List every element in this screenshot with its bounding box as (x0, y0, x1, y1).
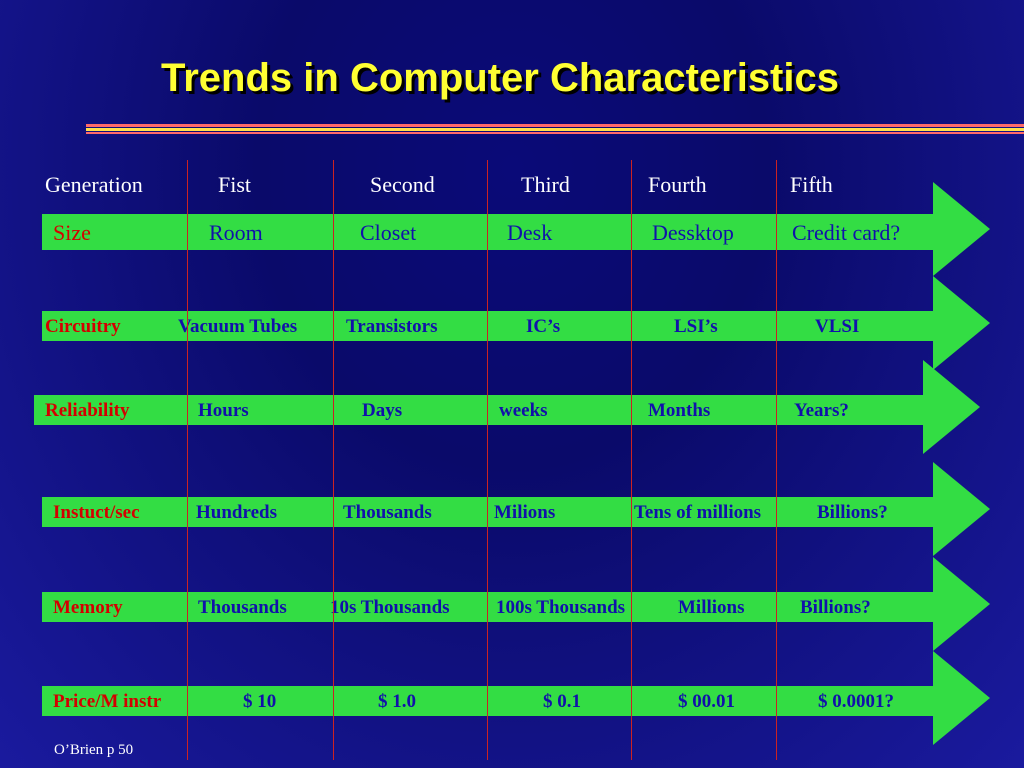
cell-memory-third: 100s Thousands (496, 597, 626, 618)
generation-header-row: Generation Fist Second Third Fourth Fift… (0, 172, 1024, 202)
arrow-instructions (933, 462, 990, 556)
cell-memory-second: 10s Thousands (330, 597, 450, 618)
cell-price-fifth: $ 0.0001? (818, 691, 894, 712)
arrow-memory (933, 557, 990, 651)
column-divider-2 (333, 160, 334, 760)
column-divider-5 (776, 160, 777, 760)
column-divider-3 (487, 160, 488, 760)
cell-price-first: $ 10 (243, 691, 277, 712)
source-citation: O’Brien p 50 (54, 742, 134, 758)
cell-size-first: Room (209, 220, 263, 245)
row-circuitry: Circuitry Vacuum Tubes Transistors IC’s … (0, 312, 1024, 342)
row-label-circuitry: Circuitry (45, 316, 121, 337)
title-underline-middle (86, 128, 1024, 131)
cell-price-third: $ 0.1 (543, 691, 581, 712)
cell-reliability-second: Days (362, 400, 403, 421)
cell-price-second: $ 1.0 (378, 691, 416, 712)
cell-circuitry-fifth: VLSI (815, 316, 860, 337)
cell-size-second: Closet (360, 220, 417, 245)
row-size: Size Room Closet Desk Dessktop Credit ca… (0, 218, 1024, 248)
cell-size-third: Desk (507, 220, 553, 245)
cell-memory-fourth: Millions (678, 597, 745, 618)
cell-reliability-third: weeks (499, 400, 548, 421)
row-reliability: Reliability Hours Days weeks Months Year… (0, 396, 1024, 426)
cell-circuitry-fourth: LSI’s (674, 316, 718, 337)
header-second: Second (370, 172, 435, 197)
column-divider-4 (631, 160, 632, 760)
slide-title: Trends in Computer Characteristics (161, 56, 839, 100)
cell-reliability-fourth: Months (648, 400, 711, 421)
arrow-reliability (923, 360, 980, 454)
cell-circuitry-third: IC’s (526, 316, 561, 337)
header-generation: Generation (45, 172, 143, 197)
arrow-circuitry (933, 276, 990, 370)
row-label-instructions: Instuct/sec (53, 502, 140, 523)
header-fifth: Fifth (790, 172, 833, 197)
cell-instructions-first: Hundreds (196, 502, 277, 523)
title-underline-top (86, 124, 1024, 127)
cell-circuitry-second: Transistors (346, 316, 438, 337)
cell-size-fifth: Credit card? (792, 220, 901, 245)
row-label-reliability: Reliability (45, 400, 130, 421)
cell-instructions-fifth: Billions? (817, 502, 888, 523)
row-bar-price (42, 686, 935, 716)
cell-reliability-first: Hours (198, 400, 249, 421)
cell-size-fourth: Dessktop (652, 220, 734, 245)
cell-circuitry-first: Vacuum Tubes (178, 316, 298, 337)
row-bar-memory (42, 592, 935, 622)
column-divider-1 (187, 160, 188, 760)
row-price: Price/M instr $ 10 $ 1.0 $ 0.1 $ 00.01 $… (0, 687, 1024, 717)
cell-memory-first: Thousands (198, 597, 287, 618)
cell-instructions-fourth: Tens of millions (634, 502, 762, 523)
title-underline-bottom (86, 132, 1024, 134)
arrow-price (933, 651, 990, 745)
cell-price-fourth: $ 00.01 (678, 691, 735, 712)
row-label-memory: Memory (53, 597, 123, 618)
header-third: Third (521, 172, 570, 197)
row-memory: Memory Thousands 10s Thousands 100s Thou… (0, 593, 1024, 623)
row-bar-size (42, 214, 935, 250)
cell-instructions-second: Thousands (343, 502, 432, 523)
cell-reliability-fifth: Years? (794, 400, 849, 421)
arrow-size (933, 182, 990, 276)
row-bar-instructions (42, 497, 935, 527)
cell-memory-fifth: Billions? (800, 597, 871, 618)
row-instructions: Instuct/sec Hundreds Thousands Milions T… (0, 498, 1024, 528)
header-first: Fist (218, 172, 252, 197)
cell-instructions-third: Milions (494, 502, 556, 523)
row-bar-circuitry (42, 311, 935, 341)
row-label-price: Price/M instr (53, 691, 162, 712)
header-fourth: Fourth (648, 172, 707, 197)
row-label-size: Size (53, 220, 91, 245)
